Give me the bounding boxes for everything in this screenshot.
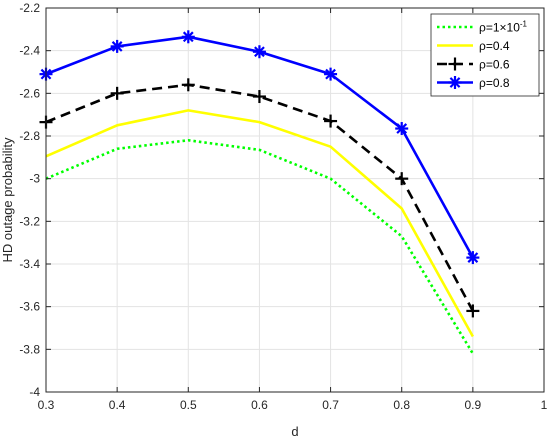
legend-item: ρ=0.6 xyxy=(437,57,510,72)
series-line xyxy=(45,109,474,338)
axes-frame xyxy=(45,7,545,393)
y-tick-label: -3.6 xyxy=(19,300,40,314)
legend-label: ρ=1×10-1 xyxy=(479,20,528,35)
x-tick-label: 0.9 xyxy=(465,398,482,412)
series-4 xyxy=(39,30,480,265)
data-point xyxy=(324,114,338,128)
y-tick-label: -2.8 xyxy=(19,129,40,143)
legend-label: ρ=0.8 xyxy=(479,76,510,90)
series-line xyxy=(45,138,474,355)
x-tick-label: 0.8 xyxy=(393,398,410,412)
x-tick-label: 0.7 xyxy=(322,398,339,412)
legend-label: ρ=0.4 xyxy=(479,39,510,53)
data-point xyxy=(181,78,195,92)
y-tick-label: -3.4 xyxy=(19,257,40,271)
series-1 xyxy=(45,138,474,355)
y-tick-label: -3 xyxy=(29,172,40,186)
y-axis-label: HD outage probability xyxy=(0,137,15,263)
data-point xyxy=(110,39,124,53)
x-tick-label: 1 xyxy=(541,398,548,412)
legend-marker xyxy=(448,57,462,71)
legend-marker xyxy=(448,76,462,89)
y-tick-label: -2.6 xyxy=(19,86,40,100)
tick-layer: 0.3 0.4 0.5 0.6 0.7 0.8 0.9 1 -4 -3.8 -3.6 -3.4 -3.2… xyxy=(19,1,547,412)
data-point xyxy=(395,122,409,136)
y-tick-label: -4 xyxy=(29,385,40,399)
legend: ρ=1×10-1 ρ=0.4 ρ=0.6 ρ=0.8 xyxy=(430,13,540,97)
x-tick-label: 0.5 xyxy=(180,398,197,412)
x-axis-label: d xyxy=(291,424,298,439)
data-point xyxy=(252,45,266,59)
data-point xyxy=(395,172,409,186)
legend-label: ρ=0.6 xyxy=(479,58,510,72)
legend-item: ρ=0.8 xyxy=(437,76,510,90)
series-3 xyxy=(39,78,480,318)
series-2 xyxy=(45,109,474,338)
data-point xyxy=(110,86,124,100)
data-point xyxy=(466,251,480,265)
y-tick-label: -2.2 xyxy=(19,1,40,15)
x-tick-label: 0.3 xyxy=(38,398,55,412)
y-tick-label: -2.4 xyxy=(19,44,40,58)
data-point xyxy=(324,67,338,81)
y-tick-label: -3.8 xyxy=(19,342,40,356)
data-point xyxy=(252,90,266,104)
legend-item: ρ=0.4 xyxy=(437,39,510,53)
series-layer xyxy=(39,30,480,355)
y-tick-label: -3.2 xyxy=(19,214,40,228)
x-tick-label: 0.4 xyxy=(109,398,126,412)
data-point xyxy=(181,30,195,44)
data-point xyxy=(466,304,480,318)
legend-item: ρ=1×10-1 xyxy=(437,20,528,35)
x-tick-label: 0.6 xyxy=(251,398,268,412)
